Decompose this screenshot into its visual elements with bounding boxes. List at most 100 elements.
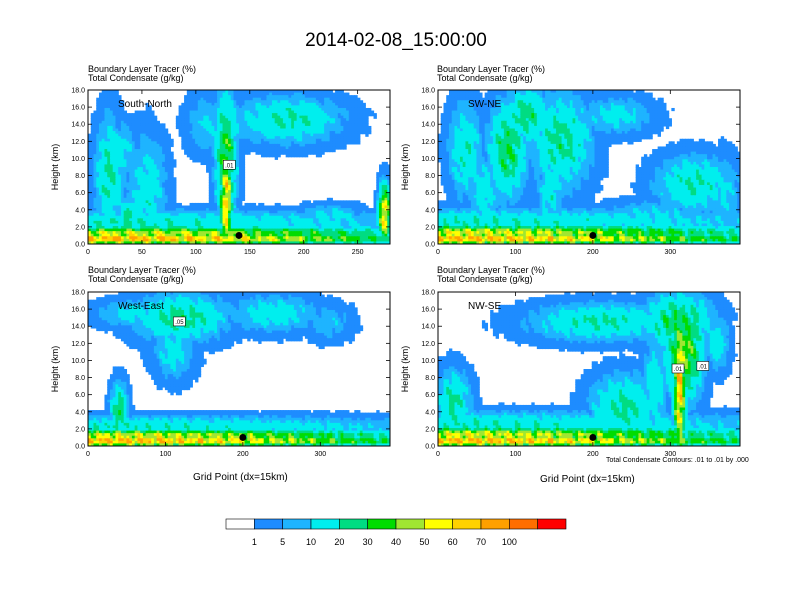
field-cell: [178, 125, 182, 130]
field-cell: [90, 151, 95, 155]
field-cell: [151, 215, 155, 219]
field-cell: [192, 138, 196, 142]
field-cell: [184, 131, 188, 135]
field-cell: [208, 197, 213, 201]
field-cell: [140, 233, 144, 237]
field-cell: [123, 123, 128, 127]
field-cell: [153, 192, 158, 196]
field-cell: [285, 220, 290, 225]
field-cell: [134, 228, 139, 232]
field-cell: [93, 177, 97, 181]
field-cell: [145, 223, 149, 227]
field-cell: [282, 95, 287, 99]
field-cell: [266, 115, 270, 119]
field-cell: [241, 236, 246, 240]
field-cell: [302, 97, 306, 101]
field-cell: [282, 113, 287, 117]
field-cell: [134, 161, 139, 166]
field-cell: [109, 202, 114, 207]
field-cell: [134, 208, 139, 212]
field-cell: [197, 159, 202, 163]
field-cell: [98, 233, 103, 237]
field-cell: [299, 233, 303, 237]
field-cell: [126, 149, 130, 153]
field-cell: [167, 200, 171, 204]
field-cell: [112, 143, 117, 148]
field-cell: [335, 210, 339, 214]
field-cell: [359, 228, 364, 232]
field-cell: [236, 125, 240, 130]
field-cell: [476, 90, 480, 94]
field-cell: [131, 241, 136, 244]
field-cell: [192, 215, 196, 219]
field-cell: [93, 143, 97, 148]
field-cell: [379, 208, 383, 212]
field-cell: [362, 210, 366, 214]
field-cell: [340, 115, 344, 119]
field-cell: [241, 226, 246, 230]
field-cell: [277, 136, 281, 140]
field-cell: [137, 210, 141, 214]
field-cell: [280, 213, 284, 217]
field-cell: [164, 197, 169, 201]
field-cell: [148, 146, 152, 150]
field-cell: [247, 218, 251, 222]
field-cell: [184, 123, 188, 127]
field-cell: [142, 192, 147, 196]
field-cell: [293, 146, 298, 150]
field-cell: [258, 125, 262, 130]
field-cell: [208, 156, 213, 160]
field-cell: [170, 208, 174, 212]
field-cell: [178, 233, 182, 237]
field-cell: [120, 118, 125, 122]
field-cell: [329, 241, 333, 244]
field-cell: [324, 118, 328, 122]
field-cell: [271, 218, 276, 222]
field-cell: [249, 149, 254, 153]
field-cell: [252, 102, 257, 106]
field-cell: [239, 131, 243, 135]
field-cell: [340, 215, 344, 219]
field-cell: [162, 143, 166, 148]
field-cell: [249, 205, 254, 209]
field-cell: [299, 107, 303, 112]
field-cell: [299, 231, 303, 235]
field-cell: [217, 213, 221, 217]
field-cell: [362, 107, 366, 112]
field-cell: [379, 192, 383, 196]
field-cell: [277, 92, 281, 96]
field-cell: [321, 215, 325, 219]
field-cell: [107, 90, 111, 94]
field-cell: [233, 100, 237, 104]
field-cell: [123, 154, 128, 158]
field-cell: [195, 92, 199, 96]
field-cell: [217, 118, 221, 122]
field-cell: [376, 228, 380, 232]
field-cell: [277, 213, 281, 217]
field-cell: [255, 123, 259, 127]
field-cell: [96, 187, 100, 191]
field-cell: [197, 226, 202, 230]
field-cell: [195, 231, 199, 235]
field-cell: [343, 113, 347, 117]
field-cell: [192, 238, 196, 243]
field-cell: [280, 141, 284, 145]
field-cell: [318, 149, 322, 153]
field-cell: [299, 133, 303, 137]
field-cell: [230, 213, 235, 217]
field-cell: [208, 120, 213, 124]
field-cell: [153, 184, 158, 189]
field-cell: [247, 133, 251, 137]
field-cell: [228, 151, 232, 155]
field-cell: [241, 110, 246, 114]
field-cell: [307, 141, 311, 145]
field-cell: [225, 218, 229, 222]
field-cell: [98, 213, 103, 217]
field-cell: [104, 208, 108, 212]
field-cell: [315, 228, 320, 232]
field-cell: [162, 169, 166, 173]
field-cell: [222, 187, 226, 191]
field-cell: [329, 136, 333, 140]
field-cell: [120, 226, 125, 230]
field-cell: [170, 205, 174, 209]
